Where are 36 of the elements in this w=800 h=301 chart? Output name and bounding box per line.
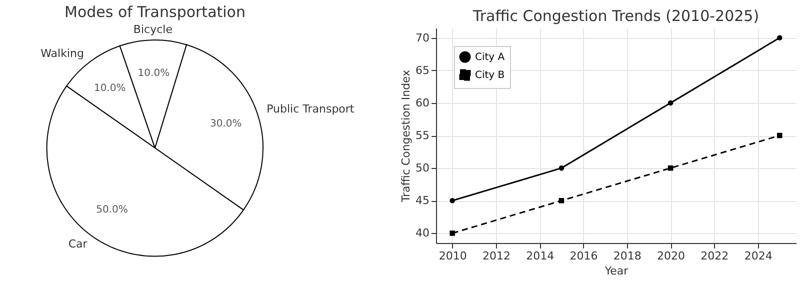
y-tick-label: 40 [416,226,430,240]
y-tick-label: 70 [416,31,430,44]
slice-label: Public Transport [266,102,355,116]
slice-label: Bicycle [133,23,173,36]
legend-label: City A [475,52,505,63]
data-label: 10.0% [94,83,126,94]
chart-title: Traffic Congestion Trends (2010-2025) [472,7,760,25]
point [668,100,674,106]
y-tick-label: 60 [416,96,430,110]
x-tick-label: 2024 [744,250,772,262]
y-axis-title: Traffic Congestion Index [400,69,413,204]
x-tick-label: 2010 [438,250,467,262]
y-tick-label: 55 [416,129,430,142]
x-tick-label: 2012 [482,250,510,262]
x-tick-label: 2022 [700,250,729,262]
point [558,165,564,171]
data-label: 50.0% [96,204,128,216]
y-tick-label: 50 [416,162,430,175]
x-tick-label: 2018 [613,250,642,262]
y-tick-label: 65 [416,64,430,77]
x-axis-title: Year [604,264,629,278]
point [450,198,456,204]
point [450,230,456,236]
x-tick-label: 2014 [526,250,554,262]
chart-title: Modes of Transportation [64,3,246,22]
slice-label: Car [68,238,88,251]
data-label: 30.0% [210,118,242,130]
x-tick-label: 2020 [657,250,686,262]
point [776,132,782,138]
legend-label: City B [475,70,505,81]
data-label: 10.0% [138,68,170,80]
x-tick-label: 2016 [570,250,598,262]
point [558,198,564,204]
y-tick-label: 45 [416,194,430,208]
point [776,35,782,40]
slice-label: Walking [40,46,84,60]
